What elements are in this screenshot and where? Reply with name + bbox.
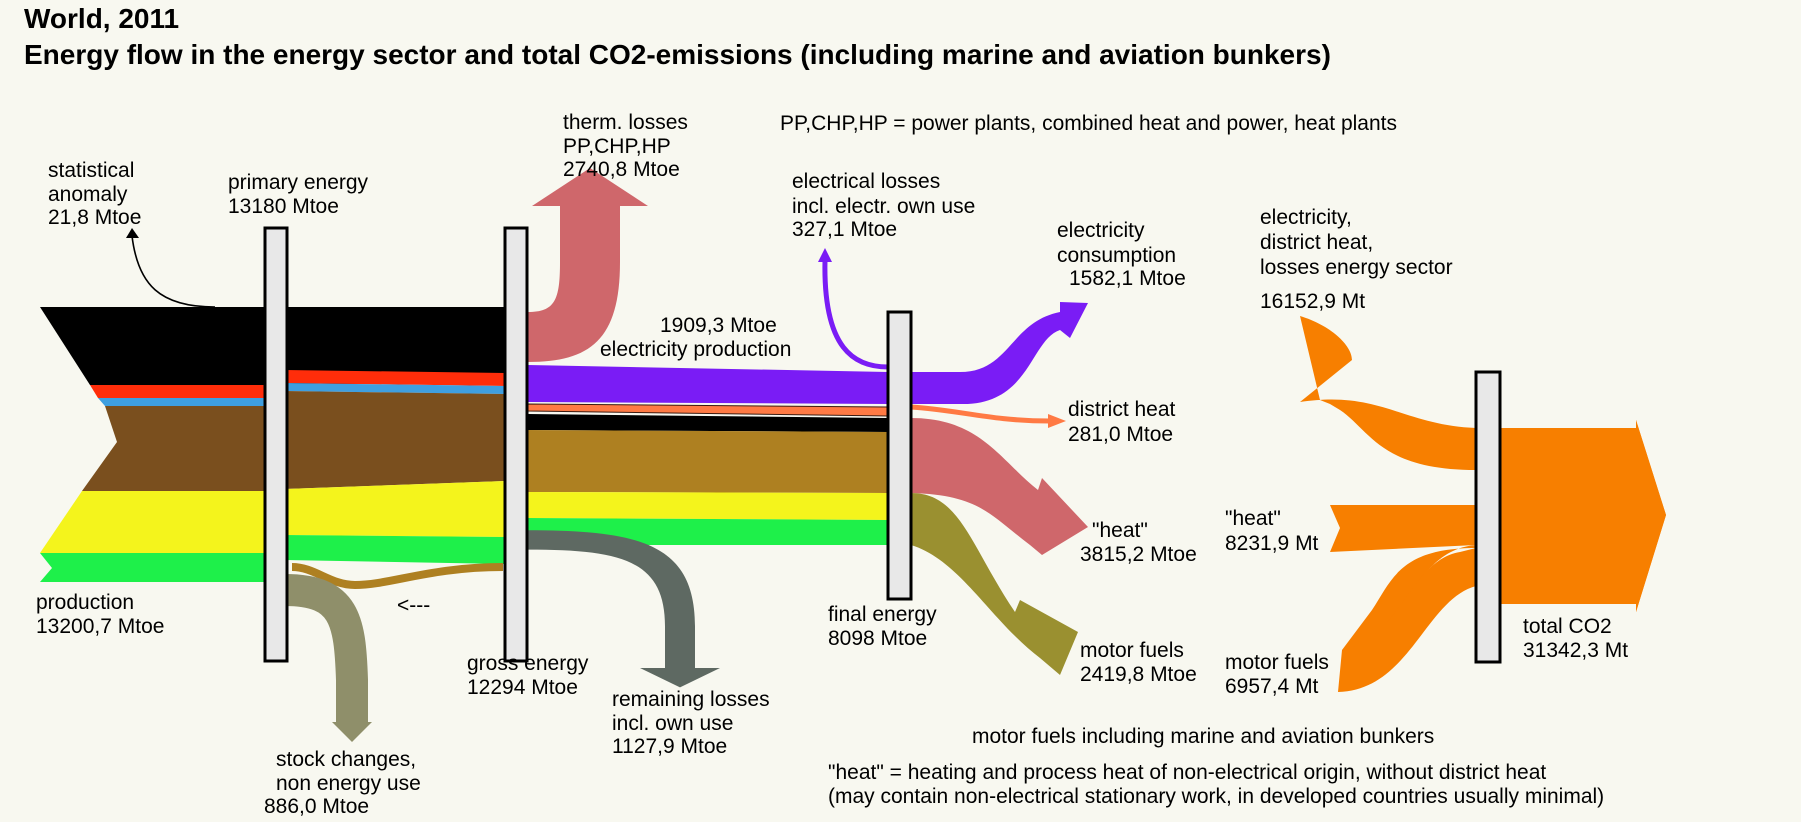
anomaly-label-1: statistical (48, 159, 134, 182)
flow-back-return (291, 563, 504, 590)
flow-biomass-production (40, 553, 265, 582)
motor-fuels-note: motor fuels including marine and aviatio… (972, 725, 1434, 748)
co2-motor-fuels-label: motor fuels (1225, 651, 1329, 674)
title-line1: World, 2011 (24, 3, 179, 34)
electrical-losses-value: 327,1 Mtoe (792, 218, 897, 241)
total-co2-label: total CO2 (1523, 615, 1612, 638)
co2-electricity-label-3: losses energy sector (1260, 256, 1453, 279)
flow-electricity-consumption (911, 302, 1088, 405)
abbrev-legend: PP,CHP,HP = power plants, combined heat … (780, 112, 1397, 135)
stock-changes-value: 886,0 Mtoe (264, 795, 369, 818)
flow-crude-production (82, 406, 265, 491)
final-energy-value: 8098 Mtoe (828, 627, 927, 650)
gross-energy-value: 12294 Mtoe (467, 676, 578, 699)
heat-value: 3815,2 Mtoe (1080, 543, 1197, 566)
electrical-losses-arrowhead (818, 248, 832, 262)
stock-changes-arrowhead (332, 722, 372, 742)
flow-gas-primary (285, 383, 505, 394)
flow-coal-final (528, 414, 888, 432)
title-line2: Energy flow in the energy sector and tot… (24, 39, 1331, 70)
heat-note-1: "heat" = heating and process heat of non… (828, 761, 1546, 784)
flow-renewables-final (528, 492, 888, 520)
flow-oil-primary (285, 370, 505, 386)
electricity-consumption-value: 1582,1 Mtoe (1069, 267, 1186, 290)
flow-total-co2 (1500, 420, 1666, 612)
primary-energy-label: primary energy (228, 171, 369, 194)
total-co2-bar (1474, 370, 1502, 664)
anomaly-label-2: anomaly (48, 183, 128, 206)
final-energy-bar (886, 310, 913, 601)
electricity-consumption-label-2: consumption (1057, 244, 1176, 267)
remaining-losses-value: 1127,9 Mtoe (612, 735, 727, 758)
flow-gas-production (98, 398, 265, 406)
motor-fuels-label: motor fuels (1080, 639, 1184, 662)
remaining-losses-label-1: remaining losses (612, 688, 770, 711)
flow-dh-production (527, 403, 889, 417)
production-label: production (36, 591, 134, 614)
co2-flows (1300, 316, 1666, 692)
electricity-consumption-label-1: electricity (1057, 219, 1145, 242)
flow-co2-heat (1330, 505, 1476, 552)
flow-renewables-primary (285, 481, 505, 537)
district-heat-label: district heat (1068, 398, 1176, 421)
anomaly-value: 21,8 Mtoe (48, 206, 141, 229)
flow-stock-changes (284, 574, 368, 722)
flow-crude-primary (285, 391, 505, 489)
co2-electricity-label-1: electricity, (1260, 206, 1352, 229)
final-energy-label: final energy (828, 603, 937, 626)
primary-energy-bar (263, 226, 289, 663)
gross-energy-bar (503, 226, 529, 663)
electricity-production-value: 1909,3 Mtoe (660, 314, 777, 337)
co2-heat-value: 8231,9 Mt (1225, 532, 1319, 555)
flow-total-co2-tip (1636, 420, 1666, 612)
flow-statistical-anomaly (131, 235, 216, 308)
flow-coal-production (40, 307, 265, 385)
flow-oil-products-final (528, 430, 888, 493)
therm-losses-value: 2740,8 Mtoe (563, 158, 680, 181)
flow-therm-losses (528, 168, 648, 362)
therm-losses-label-2: PP,CHP,HP (563, 135, 671, 158)
anomaly-arrowhead (126, 228, 139, 238)
therm-losses-label-1: therm. losses (563, 111, 688, 134)
flow-electricity-production (528, 365, 888, 404)
co2-electricity-value: 16152,9 Mt (1260, 290, 1365, 313)
electrical-losses-label-1: electrical losses (792, 170, 940, 193)
electrical-losses-label-2: incl. electr. own use (792, 195, 975, 218)
remaining-losses-label-2: incl. own use (612, 712, 733, 735)
total-co2-value: 31342,3 Mt (1523, 639, 1628, 662)
flow-biomass-primary (285, 535, 505, 564)
heat-note-2: (may contain non-electrical stationary w… (828, 785, 1604, 808)
primary-to-gross-flows (284, 307, 505, 742)
flow-oil-production (90, 385, 265, 398)
district-heat-value: 281,0 Mtoe (1068, 423, 1173, 446)
production-flows (40, 228, 265, 582)
co2-electricity-label-2: district heat, (1260, 231, 1373, 254)
gross-to-final-flows (527, 168, 889, 688)
stock-changes-label-2: non energy use (276, 772, 421, 795)
gross-energy-label: gross energy (467, 652, 589, 675)
district-heat-arrowhead (1048, 414, 1066, 428)
final-use-flows (910, 302, 1088, 675)
production-value: 13200,7 Mtoe (36, 615, 164, 638)
flow-coal-primary (285, 307, 505, 385)
co2-heat-label: "heat" (1225, 507, 1281, 530)
back-arrow-label: <--- (397, 594, 430, 617)
co2-motor-fuels-value: 6957,4 Mt (1225, 675, 1319, 698)
flow-co2-electricity (1300, 316, 1476, 470)
flow-remaining-losses (528, 530, 720, 688)
flow-heat (911, 418, 1088, 555)
motor-fuels-value: 2419,8 Mtoe (1080, 663, 1197, 686)
flow-co2-motor-tail (1338, 548, 1476, 692)
flow-renewables-production (40, 491, 265, 553)
flow-district-heat (910, 404, 1051, 424)
flow-electrical-losses (822, 259, 889, 370)
stock-changes-label-1: stock changes, (276, 748, 416, 771)
heat-label: "heat" (1092, 519, 1148, 542)
electricity-production-label: electricity production (600, 338, 791, 361)
primary-energy-value: 13180 Mtoe (228, 195, 339, 218)
flow-motor-fuels (911, 493, 1078, 675)
